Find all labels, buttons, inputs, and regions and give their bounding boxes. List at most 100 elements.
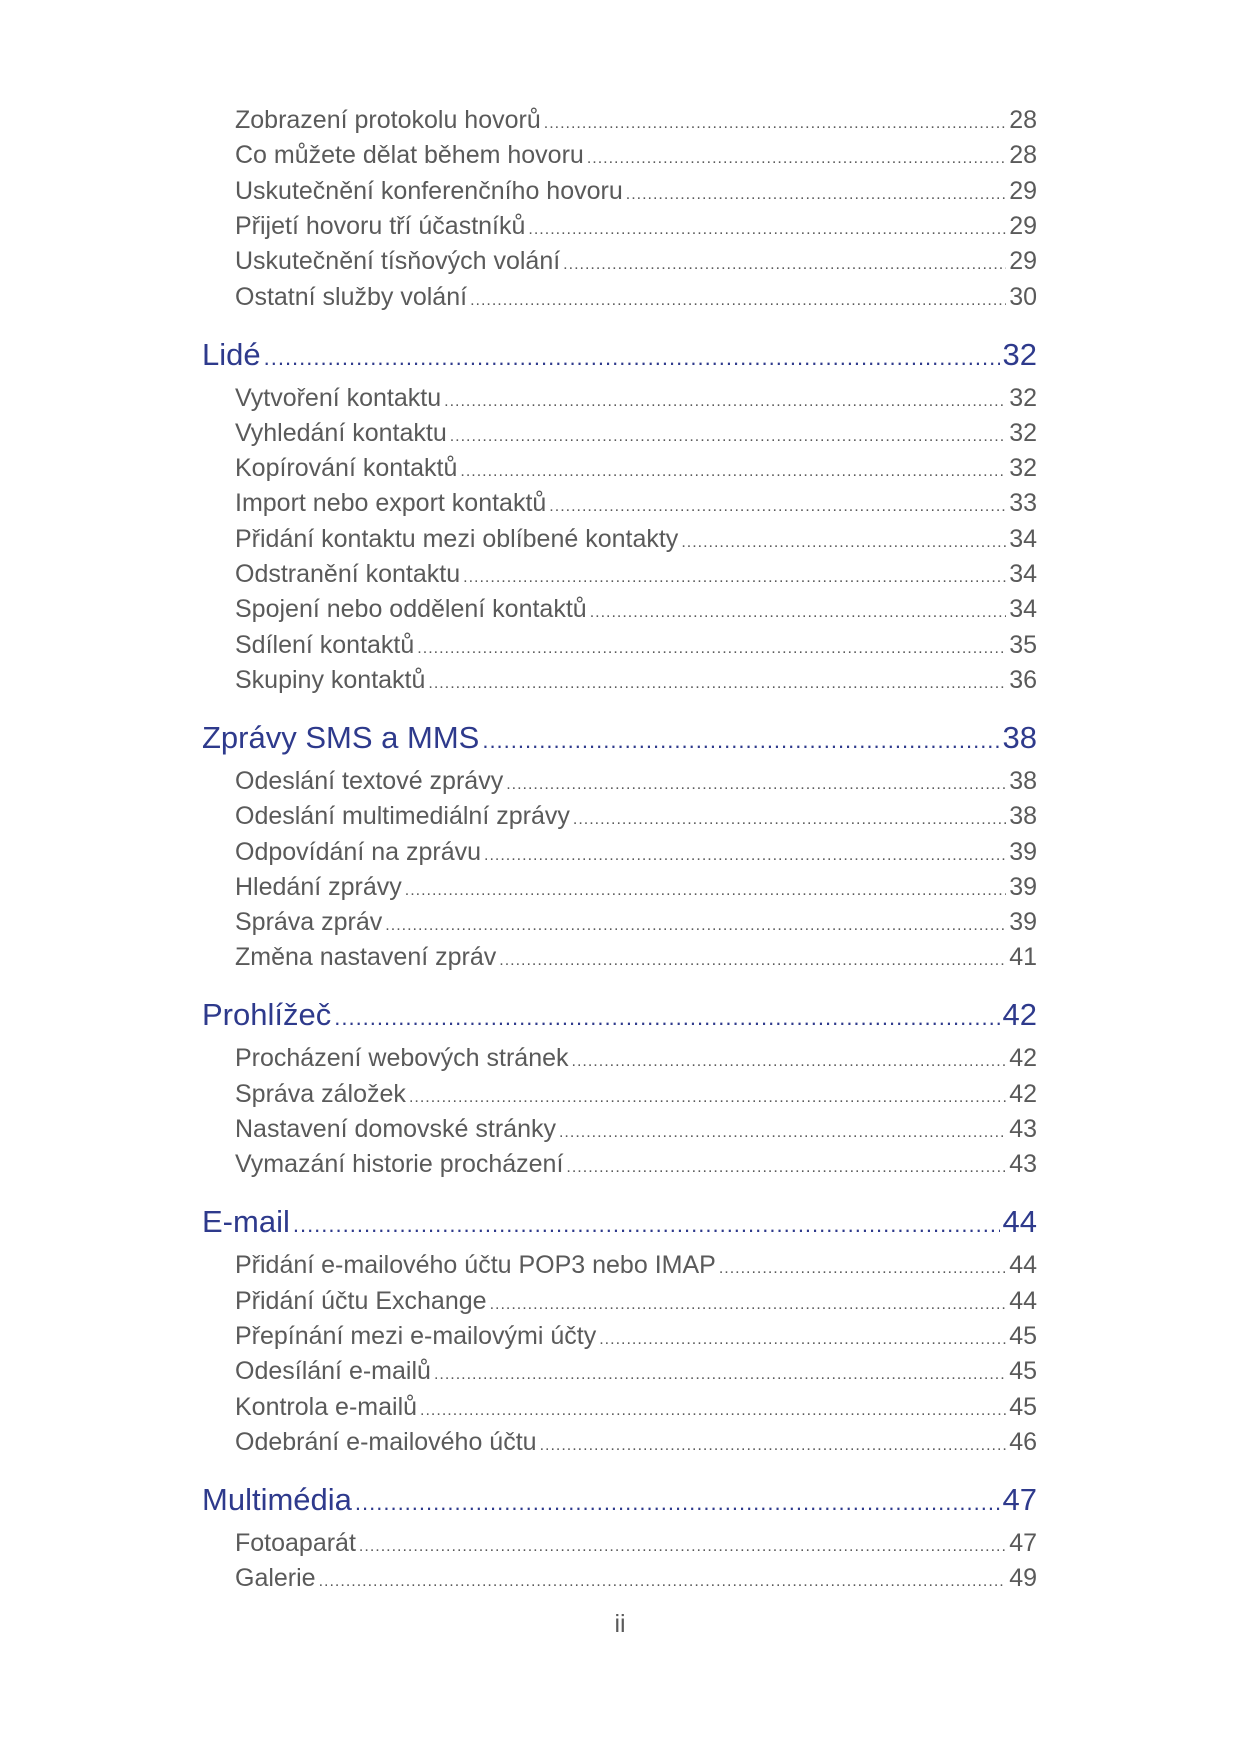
dot-leader: ........................................… [558,1124,1006,1141]
toc-entry-page: 35 [1009,630,1037,659]
dot-leader: ........................................… [292,1212,1000,1238]
toc-entry[interactable]: Přidání účtu Exchange...................… [235,1286,1037,1316]
toc-entry[interactable]: Galerie.................................… [235,1563,1037,1593]
dot-leader: ........................................… [444,392,1006,410]
dot-leader: ........................................… [586,150,1007,168]
toc-entry[interactable]: Zobrazení protokolu hovorů..............… [235,105,1037,135]
toc-entry[interactable]: Fotoaparát..............................… [235,1528,1037,1558]
dot-leader: ........................................… [408,1088,1007,1106]
toc-entry[interactable]: Odstranění kontaktu.....................… [235,559,1037,589]
dot-leader: ........................................… [463,569,1006,586]
toc-entry-page: 43 [1009,1115,1037,1143]
dot-leader: ........................................… [589,604,1007,622]
toc-entry[interactable]: Hledání zprávy..........................… [235,872,1037,902]
toc-entry-page: 34 [1009,524,1037,553]
toc-entry-title: Odeslání textové zprávy [235,766,504,795]
toc-entry[interactable]: Nastavení domovské stránky..............… [235,1114,1037,1144]
toc-entry[interactable]: Přidání e-mailového účtu POP3 nebo IMAP.… [235,1250,1037,1280]
dot-leader: ........................................… [489,1295,1007,1313]
toc-entry[interactable]: Odebrání e-mailového účtu...............… [235,1427,1037,1457]
toc-entry-page: 33 [1009,489,1037,518]
dot-leader: ........................................… [404,881,1007,899]
toc-entry-title: Uskutečnění konferenčního hovoru [235,176,623,205]
dot-leader: ........................................… [420,1401,1006,1419]
dot-leader: ........................................… [428,674,1006,692]
toc-entry-title: Odesílání e-mailů [235,1357,431,1386]
toc-entry-title: Odeslání multimediální zprávy [235,802,570,831]
dot-leader: ........................................… [549,498,1007,516]
toc-entry-page: 38 [1002,719,1037,755]
toc-entry-page: 44 [1009,1251,1037,1280]
toc-entry[interactable]: Kontrola e-mailů........................… [235,1392,1037,1422]
toc-entry-title: Vymazání historie procházení [235,1150,564,1179]
dot-leader: ........................................… [433,1366,1006,1384]
toc-entry-title: Vytvoření kontaktu [235,383,442,412]
toc-entry-title: Zobrazení protokolu hovorů [235,106,541,134]
toc-entry-title: Nastavení domovské stránky [235,1115,556,1143]
toc-entry-title: Přijetí hovoru tří účastníků [235,211,526,240]
toc-entry-page: 28 [1009,106,1037,134]
dot-leader: ........................................… [460,463,1006,481]
toc-entry[interactable]: Odesílání e-mailů.......................… [235,1356,1037,1386]
toc-entry-title: Lidé [202,336,261,372]
toc-chapter-entry[interactable]: Zprávy SMS a MMS........................… [202,719,1037,757]
toc-entry-page: 42 [1002,997,1037,1033]
toc-chapter-entry[interactable]: Lidé....................................… [202,336,1037,374]
toc-entry-title: Import nebo export kontaktů [235,489,547,518]
toc-entry-title: Změna nastavení zpráv [235,943,497,972]
toc-entry-title: Vyhledání kontaktu [235,418,447,447]
toc-entry[interactable]: Správa záložek..........................… [235,1079,1037,1109]
toc-entry[interactable]: Přidání kontaktu mezi oblíbené kontakty.… [235,524,1037,554]
toc-entry-page: 36 [1009,665,1037,694]
dot-leader: ........................................… [449,427,1006,445]
toc-entry[interactable]: Uskutečnění tísňových volání............… [235,246,1037,276]
toc-entry-page: 46 [1009,1427,1037,1456]
dot-leader: ........................................… [718,1260,1006,1278]
toc-entry[interactable]: Co můžete dělat během hovoru............… [235,140,1037,170]
toc-entry-page: 32 [1002,336,1037,372]
dot-leader: ........................................… [385,917,1007,935]
toc-entry[interactable]: Odpovídání na zprávu....................… [235,837,1037,867]
toc-entry[interactable]: Procházení webových stránek.............… [235,1043,1037,1073]
toc-entry-title: Přidání kontaktu mezi oblíbené kontakty [235,524,679,553]
toc-entry-page: 39 [1009,837,1037,866]
toc-entry-title: Galerie [235,1564,316,1593]
dot-leader: ........................................… [572,811,1006,829]
toc-entry[interactable]: Vyhledání kontaktu......................… [235,418,1037,448]
dot-leader: ........................................… [563,256,1006,274]
toc-entry-title: Sdílení kontaktů [235,630,415,659]
toc-entry[interactable]: Spojení nebo oddělení kontaktů..........… [235,594,1037,624]
toc-entry-title: E-mail [202,1204,290,1240]
toc-entry[interactable]: Vytvoření kontaktu......................… [235,383,1037,413]
dot-leader: ........................................… [499,952,1006,970]
toc-entry[interactable]: Odeslání multimediální zprávy...........… [235,801,1037,831]
toc-entry[interactable]: Odeslání textové zprávy.................… [235,766,1037,796]
toc-entry-page: 34 [1009,560,1037,588]
toc-entry-title: Kontrola e-mailů [235,1392,418,1421]
toc-entry[interactable]: Skupiny kontaktů........................… [235,665,1037,695]
toc-entry[interactable]: Změna nastavení zpráv...................… [235,942,1037,972]
toc-entry-title: Přepínání mezi e-mailovými účty [235,1321,597,1350]
toc-chapter-entry[interactable]: Multimédia..............................… [202,1481,1037,1519]
dot-leader: ........................................… [599,1330,1007,1348]
toc-entry-page: 47 [1002,1481,1037,1517]
dot-leader: ........................................… [354,1489,1000,1515]
toc-entry-title: Přidání účtu Exchange [235,1286,487,1315]
toc-entry[interactable]: Přijetí hovoru tří účastníků............… [235,211,1037,241]
toc-entry[interactable]: Sdílení kontaktů........................… [235,630,1037,660]
toc-entry[interactable]: Uskutečnění konferenčního hovoru........… [235,176,1037,206]
toc-entry[interactable]: Kopírování kontaktů.....................… [235,453,1037,483]
toc-entry[interactable]: Správa zpráv............................… [235,907,1037,937]
toc-entry[interactable]: Ostatní služby volání...................… [235,282,1037,312]
dot-leader: ........................................… [470,291,1006,309]
toc-entry-page: 45 [1009,1392,1037,1421]
toc-entry-page: 38 [1009,802,1037,831]
toc-entry[interactable]: Přepínání mezi e-mailovými účty.........… [235,1321,1037,1351]
toc-entry[interactable]: Import nebo export kontaktů.............… [235,488,1037,518]
toc-chapter-entry[interactable]: E-mail..................................… [202,1203,1037,1241]
toc-entry-page: 42 [1009,1079,1037,1108]
dot-leader: ........................................… [263,344,1000,370]
toc-chapter-entry[interactable]: Prohlížeč...............................… [202,996,1037,1034]
toc-entry[interactable]: Vymazání historie procházení............… [235,1149,1037,1179]
toc-entry-page: 47 [1009,1528,1037,1557]
